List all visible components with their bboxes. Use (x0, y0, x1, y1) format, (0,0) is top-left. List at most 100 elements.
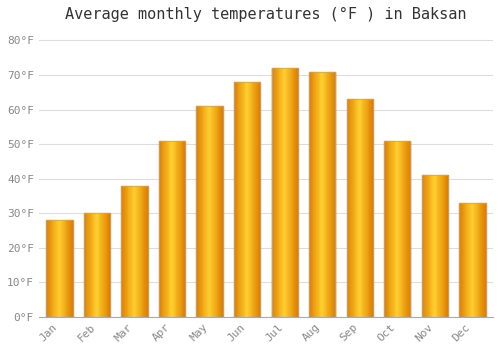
Bar (241, 82, 242, 317)
Bar (482, 203, 483, 317)
Bar (89, 213, 90, 317)
Bar (208, 106, 210, 317)
Bar (250, 82, 252, 317)
Bar (434, 175, 435, 317)
Bar (123, 186, 124, 317)
Bar (446, 175, 447, 317)
Bar (422, 175, 424, 317)
Bar (128, 186, 130, 317)
Bar (362, 99, 364, 317)
Bar (142, 186, 144, 317)
Bar (430, 175, 432, 317)
Bar (484, 203, 486, 317)
Bar (178, 141, 179, 317)
Bar (55, 220, 56, 317)
Bar (427, 175, 428, 317)
Bar (171, 141, 172, 317)
Bar (147, 186, 148, 317)
Bar (368, 99, 370, 317)
Bar (460, 203, 461, 317)
Bar (221, 106, 222, 317)
Bar (360, 99, 362, 317)
Bar (172, 141, 173, 317)
Bar (214, 106, 215, 317)
Bar (394, 141, 396, 317)
Bar (330, 71, 331, 317)
Bar (210, 106, 212, 317)
Bar (317, 71, 318, 317)
Bar (352, 99, 353, 317)
Bar (94, 213, 95, 317)
Bar (272, 68, 298, 317)
Bar (243, 82, 244, 317)
Bar (52, 220, 54, 317)
Bar (213, 106, 214, 317)
Bar (384, 141, 410, 317)
Bar (277, 68, 278, 317)
Bar (216, 106, 218, 317)
Bar (426, 175, 427, 317)
Bar (215, 106, 216, 317)
Bar (384, 141, 385, 317)
Bar (405, 141, 406, 317)
Bar (96, 213, 97, 317)
Bar (242, 82, 243, 317)
Bar (159, 141, 185, 317)
Bar (90, 213, 91, 317)
Bar (234, 82, 260, 317)
Bar (466, 203, 467, 317)
Bar (435, 175, 436, 317)
Bar (200, 106, 201, 317)
Bar (182, 141, 184, 317)
Bar (309, 71, 336, 317)
Bar (481, 203, 482, 317)
Bar (160, 141, 162, 317)
Bar (201, 106, 202, 317)
Bar (438, 175, 439, 317)
Bar (196, 106, 198, 317)
Bar (332, 71, 333, 317)
Bar (162, 141, 164, 317)
Bar (167, 141, 168, 317)
Bar (56, 220, 57, 317)
Bar (440, 175, 441, 317)
Bar (206, 106, 207, 317)
Bar (297, 68, 298, 317)
Bar (168, 141, 170, 317)
Bar (432, 175, 433, 317)
Bar (220, 106, 221, 317)
Bar (296, 68, 297, 317)
Bar (392, 141, 393, 317)
Bar (463, 203, 464, 317)
Bar (469, 203, 470, 317)
Bar (144, 186, 145, 317)
Bar (95, 213, 96, 317)
Bar (173, 141, 174, 317)
Bar (207, 106, 208, 317)
Bar (218, 106, 220, 317)
Bar (204, 106, 205, 317)
Bar (357, 99, 358, 317)
Bar (290, 68, 291, 317)
Bar (348, 99, 350, 317)
Bar (199, 106, 200, 317)
Bar (424, 175, 425, 317)
Bar (478, 203, 480, 317)
Bar (68, 220, 69, 317)
Bar (442, 175, 443, 317)
Bar (98, 213, 100, 317)
Bar (66, 220, 68, 317)
Bar (333, 71, 334, 317)
Bar (422, 175, 448, 317)
Bar (311, 71, 312, 317)
Bar (399, 141, 400, 317)
Bar (325, 71, 326, 317)
Bar (331, 71, 332, 317)
Bar (288, 68, 289, 317)
Bar (146, 186, 147, 317)
Bar (401, 141, 402, 317)
Bar (91, 213, 92, 317)
Bar (57, 220, 58, 317)
Bar (441, 175, 442, 317)
Bar (249, 82, 250, 317)
